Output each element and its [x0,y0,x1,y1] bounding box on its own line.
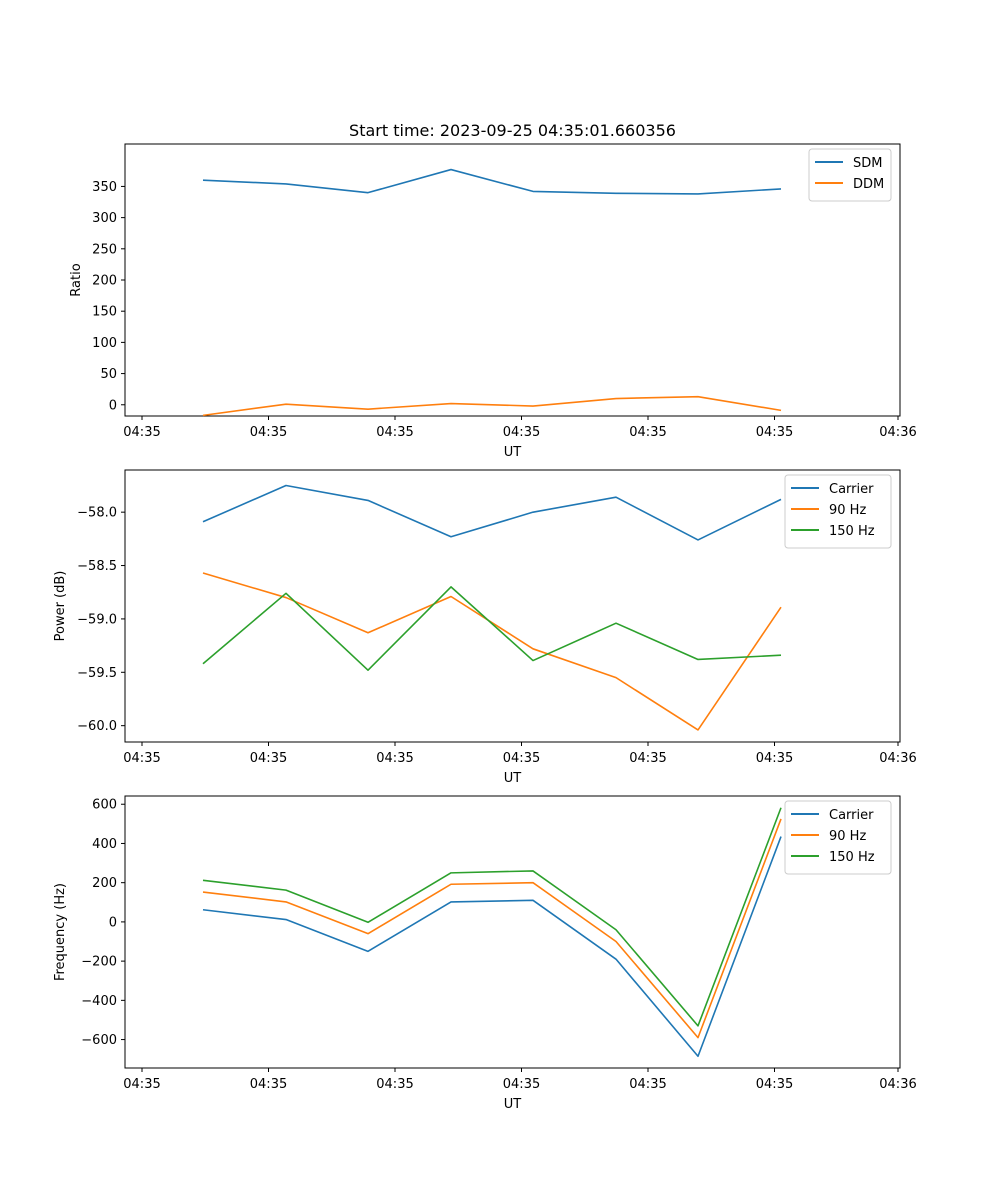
y-tick-label: 150 [92,305,117,320]
series-line-150-hz [202,807,782,1027]
y-tick-label: 250 [92,242,117,257]
y-tick-label: 0 [109,915,117,930]
x-tick-label: 04:35 [503,751,540,766]
power-panel: 04:35 04:35 04:35 04:35 04:35 04:35 04:36 UT −60… [53,469,917,786]
ratio-panel: 04:35 04:35 04:35 04:35 04:35 04:35 04:36 UT 0 50… [69,143,917,460]
axes-frame [124,795,901,1069]
x-tick-label: 04:35 [756,425,793,440]
y-tick-label: 0 [109,398,117,413]
y-tick-label: −58.5 [77,559,117,574]
y-tick-label: −200 [81,955,117,970]
series-line-150-hz [202,586,782,671]
x-tick-label: 04:36 [879,1077,916,1092]
figure-title: Start time: 2023-09-25 04:35:01.660356 [349,121,676,140]
y-axis-label: Ratio [69,263,84,296]
y-tick-label: 600 [92,798,117,813]
series-line-sdm [202,168,782,195]
y-tick-label: −58.0 [77,506,117,521]
axes-frame [124,469,901,743]
x-tick-label: 04:35 [629,1077,666,1092]
y-axis-label: Power (dB) [53,571,68,642]
x-axis-label: UT [504,445,522,460]
axes-frame [124,143,901,417]
y-tick-label: −400 [81,994,117,1009]
y-tick-label: 50 [100,367,117,382]
y-axis-label: Frequency (Hz) [53,883,68,981]
series-line-90-hz [202,818,782,1039]
x-tick-label: 04:35 [376,1077,413,1092]
legend-label-carrier: Carrier [829,808,874,823]
x-tick-label: 04:35 [629,751,666,766]
y-tick-label: 300 [92,211,117,226]
y-tick-label: 100 [92,336,117,351]
x-tick-label: 04:35 [503,425,540,440]
x-tick-label: 04:35 [250,751,287,766]
legend-label-90-hz: 90 Hz [829,503,866,518]
x-tick-label: 04:35 [250,1077,287,1092]
x-tick-label: 04:35 [123,751,160,766]
legend-label-carrier: Carrier [829,482,874,497]
x-tick-label: 04:35 [629,425,666,440]
x-tick-label: 04:35 [756,1077,793,1092]
x-tick-label: 04:35 [376,751,413,766]
legend-label-sdm: SDM [853,156,882,171]
legend: Carrier 90 Hz 150 Hz [784,474,892,549]
x-tick-label: 04:36 [879,425,916,440]
legend-label-150-hz: 150 Hz [829,524,875,539]
y-tick-label: 350 [92,180,117,195]
y-tick-label: −59.0 [77,612,117,627]
legend: Carrier 90 Hz 150 Hz [784,800,892,875]
y-tick-label: −600 [81,1033,117,1048]
x-tick-label: 04:35 [123,1077,160,1092]
x-tick-label: 04:35 [250,425,287,440]
x-axis-label: UT [504,1097,522,1112]
x-axis-label: UT [504,771,522,786]
frequency-panel: 04:35 04:35 04:35 04:35 04:35 04:35 04:36 UT −60… [53,795,917,1112]
y-tick-label: 400 [92,837,117,852]
series-line-carrier [202,836,782,1058]
x-tick-label: 04:35 [123,425,160,440]
y-tick-label: −59.5 [77,666,117,681]
y-tick-label: 200 [92,876,117,891]
x-tick-label: 04:35 [376,425,413,440]
series-line-carrier [202,484,782,541]
legend-label-ddm: DDM [853,177,884,192]
x-tick-label: 04:35 [503,1077,540,1092]
legend: SDM DDM [808,148,892,202]
legend-label-150-hz: 150 Hz [829,850,875,865]
legend-label-90-hz: 90 Hz [829,829,866,844]
x-tick-label: 04:36 [879,751,916,766]
y-tick-label: −60.0 [77,719,117,734]
y-tick-label: 200 [92,274,117,289]
x-tick-label: 04:35 [756,751,793,766]
series-line-ddm [202,395,782,417]
